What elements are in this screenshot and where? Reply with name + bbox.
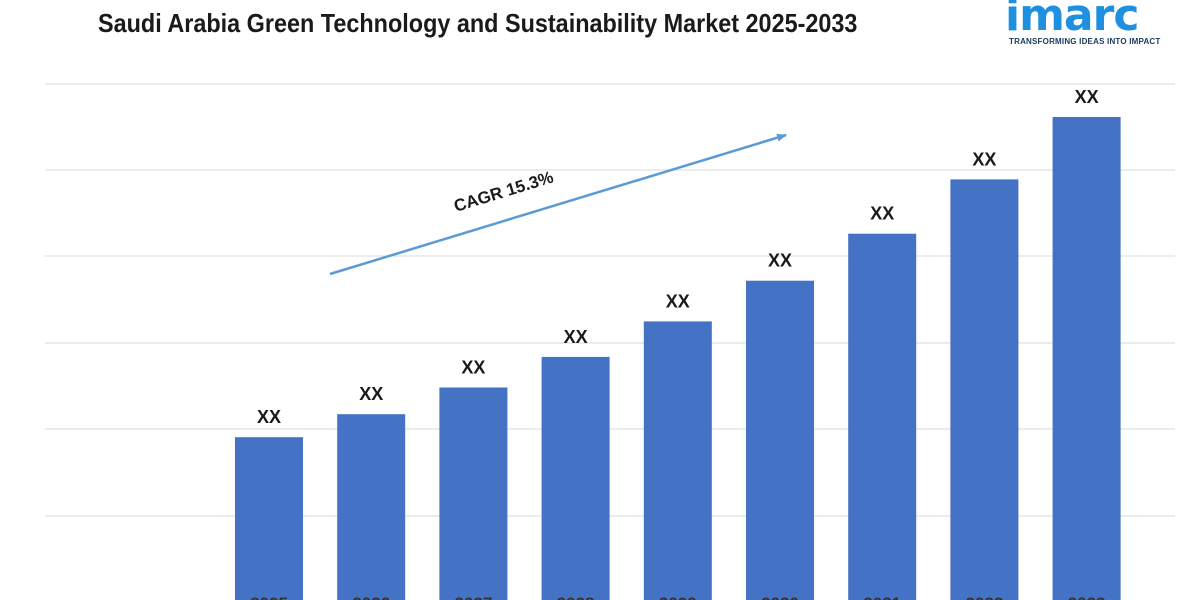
imarc-logo: imarc TRANSFORMING IDEAS INTO IMPACT bbox=[1005, 0, 1175, 50]
bar-2028 bbox=[541, 356, 610, 600]
data-label-2025: XX bbox=[257, 407, 281, 427]
bar-2032 bbox=[950, 179, 1019, 600]
logo-wordmark: imarc bbox=[1005, 0, 1139, 41]
data-label-2028: XX bbox=[564, 327, 588, 347]
chart-title: Saudi Arabia Green Technology and Sustai… bbox=[98, 8, 858, 38]
data-label-2030: XX bbox=[768, 251, 792, 271]
bar-2029 bbox=[643, 321, 712, 600]
bar-2033 bbox=[1052, 117, 1121, 600]
bar-2030 bbox=[746, 280, 814, 600]
data-label-2029: XX bbox=[666, 291, 690, 311]
data-label-2031: XX bbox=[870, 204, 894, 224]
data-label-2027: XX bbox=[461, 358, 485, 378]
x-tick-2032: 2032 bbox=[965, 594, 1003, 600]
x-tick-2026: 2026 bbox=[352, 594, 390, 600]
cagr-annotation: CAGR 15.3% bbox=[452, 168, 556, 216]
x-tick-2027: 2027 bbox=[454, 594, 492, 600]
data-labels: XX XX XX XX XX XX XX XX XX bbox=[257, 87, 1099, 427]
x-tick-2028: 2028 bbox=[557, 594, 595, 600]
x-tick-2031: 2031 bbox=[863, 594, 901, 600]
x-tick-2033: 2033 bbox=[1068, 594, 1106, 600]
bars bbox=[235, 117, 1121, 600]
x-tick-2030: 2030 bbox=[761, 594, 799, 600]
bar-2026 bbox=[337, 414, 406, 600]
logo-tagline: TRANSFORMING IDEAS INTO IMPACT bbox=[1009, 37, 1161, 46]
x-axis-ticks: 2025 2026 2027 2028 2029 2030 2031 2032 2033 bbox=[250, 594, 1105, 600]
cagr-arrow bbox=[329, 133, 787, 276]
data-label-2032: XX bbox=[972, 149, 996, 169]
x-tick-2029: 2029 bbox=[659, 594, 697, 600]
bar-2025 bbox=[235, 437, 303, 600]
data-label-2026: XX bbox=[359, 384, 383, 404]
data-label-2033: XX bbox=[1075, 87, 1099, 107]
bar-2031 bbox=[848, 233, 917, 600]
bar-2027 bbox=[439, 387, 508, 600]
x-tick-2025: 2025 bbox=[250, 594, 288, 600]
